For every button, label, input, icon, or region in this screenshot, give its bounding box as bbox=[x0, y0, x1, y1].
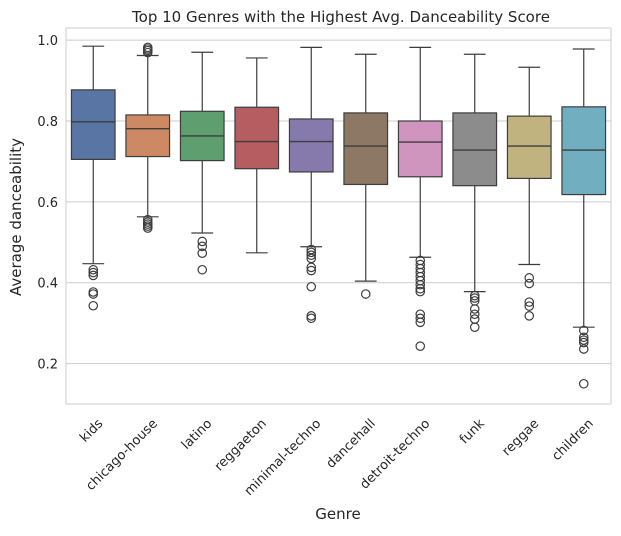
outlier-point bbox=[469, 322, 480, 332]
y-tick-label: 0.6 bbox=[37, 196, 58, 211]
box-reggae bbox=[506, 66, 552, 321]
outlier-point bbox=[88, 267, 99, 278]
box-body bbox=[70, 89, 116, 160]
box-body bbox=[288, 118, 334, 173]
x-tick-label: funk bbox=[457, 416, 488, 447]
outlier-point bbox=[360, 289, 371, 299]
outlier-point bbox=[578, 337, 589, 348]
x-tick-label: reggae bbox=[499, 416, 542, 459]
box-reggaeton bbox=[234, 57, 280, 254]
outlier-point bbox=[469, 309, 480, 320]
outlier-point bbox=[578, 344, 589, 354]
outlier-point bbox=[524, 273, 535, 283]
box-body bbox=[125, 114, 171, 158]
outlier-point bbox=[415, 279, 426, 290]
outlier-point bbox=[415, 283, 426, 294]
box-dancehall bbox=[343, 53, 389, 299]
outlier-point bbox=[524, 297, 535, 307]
outlier-point bbox=[88, 264, 99, 275]
y-tick-label: 1.0 bbox=[37, 34, 58, 49]
box-latino bbox=[179, 51, 225, 275]
outlier-point bbox=[197, 264, 208, 275]
box-minimal-techno bbox=[288, 46, 334, 324]
y-tick-label: 0.8 bbox=[37, 115, 58, 130]
y-axis-ticks: 0.2 0.4 0.6 0.8 1.0 bbox=[37, 34, 58, 372]
outlier-point bbox=[524, 311, 535, 321]
y-axis-label: Average danceability bbox=[7, 138, 25, 296]
outlier-point bbox=[306, 265, 317, 276]
box-series bbox=[70, 42, 607, 389]
outlier-point bbox=[197, 241, 208, 252]
box-chicago-house bbox=[125, 42, 171, 233]
outlier-point bbox=[197, 248, 208, 258]
x-tick-label: children bbox=[549, 416, 596, 463]
outlier-point bbox=[469, 304, 480, 314]
box-body bbox=[343, 112, 389, 186]
outlier-point bbox=[415, 286, 426, 297]
chart-title: Top 10 Genres with the Highest Avg. Danc… bbox=[131, 8, 550, 26]
outlier-point bbox=[578, 325, 589, 336]
outlier-point bbox=[415, 317, 426, 328]
outlier-point bbox=[524, 301, 535, 311]
outlier-point bbox=[142, 47, 153, 58]
outlier-point bbox=[88, 287, 99, 297]
outlier-point bbox=[415, 341, 426, 351]
box-body bbox=[397, 120, 443, 178]
x-axis-label: Genre bbox=[315, 505, 360, 523]
outlier-point bbox=[469, 314, 480, 324]
y-tick-label: 0.4 bbox=[37, 277, 58, 292]
box-body bbox=[506, 115, 552, 180]
x-tick-label: latino bbox=[179, 416, 215, 452]
box-detroit-techno bbox=[397, 46, 443, 351]
outlier-point bbox=[578, 332, 589, 343]
outlier-point bbox=[306, 313, 317, 324]
box-funk bbox=[452, 53, 498, 332]
plot-frame bbox=[65, 27, 612, 405]
outlier-point bbox=[306, 281, 317, 292]
box-kids bbox=[70, 45, 116, 311]
box-body bbox=[234, 106, 280, 170]
y-tick-label: 0.2 bbox=[37, 358, 58, 373]
outlier-point bbox=[306, 311, 317, 321]
outlier-point bbox=[306, 262, 317, 273]
box-body bbox=[452, 112, 498, 187]
outlier-point bbox=[469, 293, 480, 303]
outlier-point bbox=[306, 247, 317, 258]
outlier-point bbox=[524, 278, 535, 289]
outlier-point bbox=[142, 223, 153, 233]
outlier-point bbox=[88, 289, 99, 299]
outlier-point bbox=[306, 250, 317, 261]
outlier-point bbox=[88, 270, 99, 281]
outlier-point bbox=[197, 236, 208, 247]
box-children bbox=[561, 48, 607, 389]
outlier-point bbox=[415, 313, 426, 324]
x-tick-label: kids bbox=[77, 416, 106, 445]
outlier-point bbox=[469, 290, 480, 301]
outlier-point bbox=[88, 300, 99, 311]
x-tick-label: dancehall bbox=[324, 416, 379, 471]
x-tick-label: reggaeton bbox=[212, 416, 270, 474]
outlier-point bbox=[578, 378, 589, 389]
